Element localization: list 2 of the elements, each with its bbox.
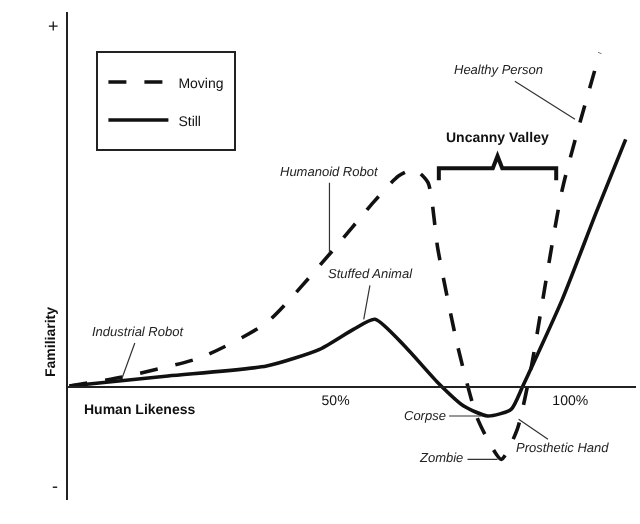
text: - (52, 476, 58, 496)
text: + (48, 16, 59, 36)
